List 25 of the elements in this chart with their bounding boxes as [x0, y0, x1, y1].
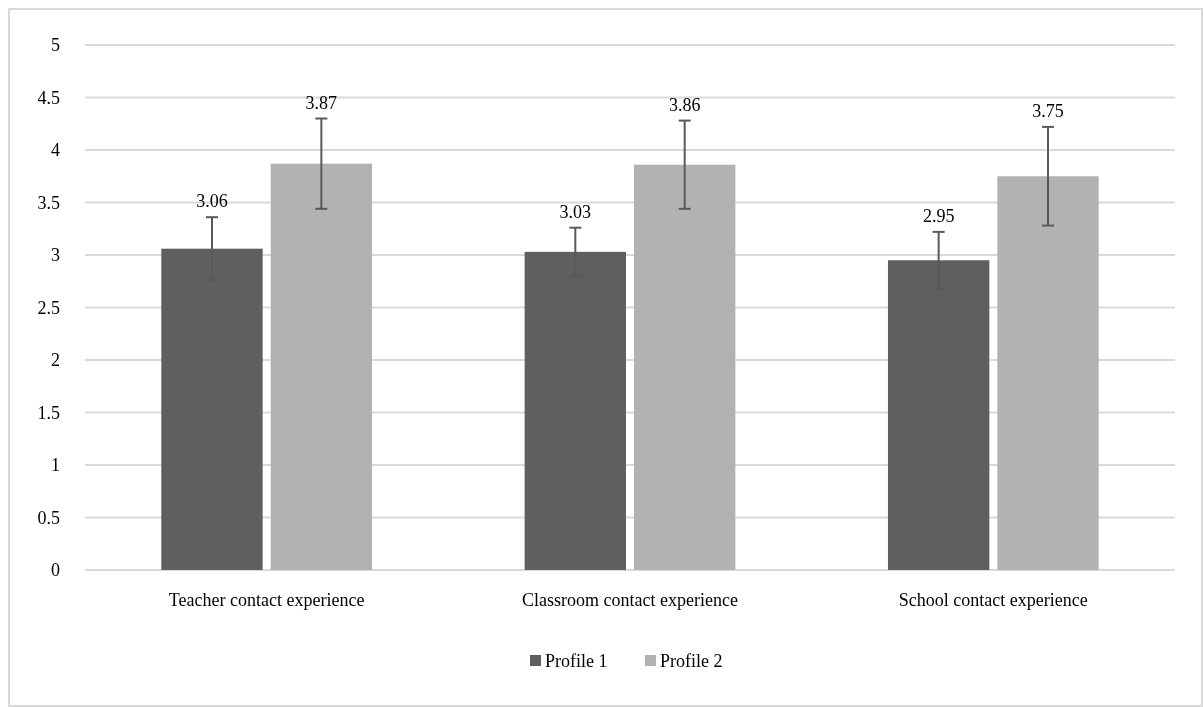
x-tick-label: Teacher contact experience [168, 590, 365, 610]
x-tick-label: School contact experience [898, 590, 1088, 610]
bar [634, 164, 736, 570]
data-label: 3.87 [305, 92, 338, 113]
y-tick-label: 4.5 [37, 87, 60, 108]
data-label: 3.75 [1032, 100, 1064, 121]
data-label: 3.06 [196, 191, 228, 212]
y-tick-label: 4 [51, 140, 60, 161]
bar [270, 163, 373, 570]
y-tick-label: 1 [51, 455, 60, 476]
data-label: 3.86 [668, 94, 701, 115]
x-tick-label: Classroom contact experience [522, 590, 738, 610]
y-tick-label: 5 [51, 35, 60, 56]
y-tick-label: 0.5 [37, 507, 60, 528]
legend-label: Profile 2 [660, 651, 723, 672]
y-tick-label: 1.5 [37, 402, 60, 423]
y-tick-label: 3.5 [37, 192, 60, 213]
y-tick-label: 0 [51, 560, 60, 581]
legend-label: Profile 1 [545, 651, 608, 672]
data-label: 2.95 [922, 205, 955, 226]
y-tick-label: 2 [51, 350, 60, 371]
bar [997, 176, 1099, 570]
y-tick-label: 2.5 [37, 297, 60, 318]
data-label: 3.03 [559, 201, 592, 222]
y-tick-label: 3 [51, 245, 60, 266]
